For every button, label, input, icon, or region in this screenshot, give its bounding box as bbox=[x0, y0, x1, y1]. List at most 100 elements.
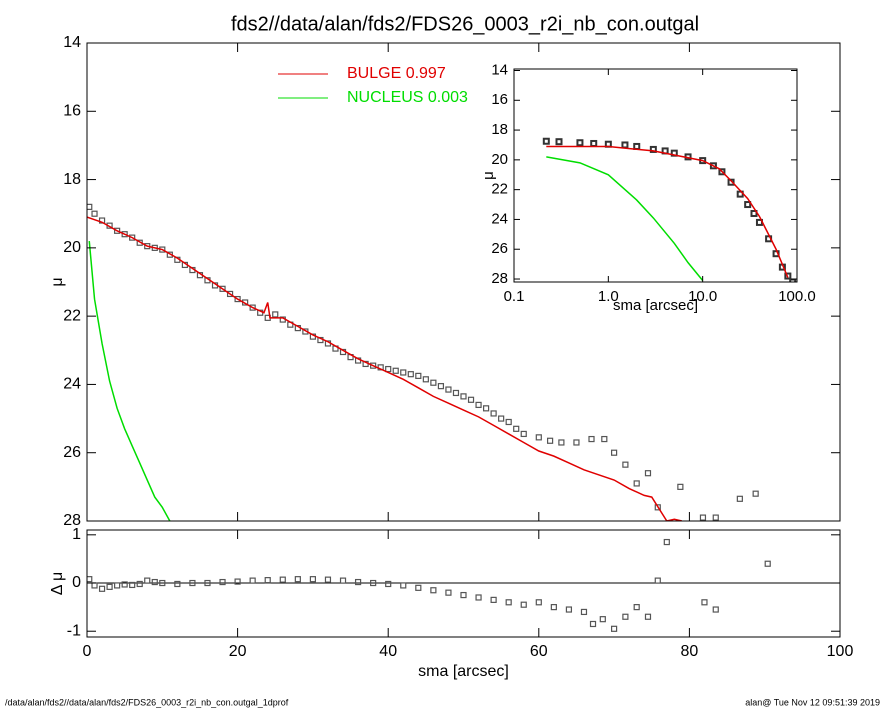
y-tick-label: 24 bbox=[491, 210, 508, 227]
y-tick-label: 0 bbox=[72, 574, 81, 591]
data-point bbox=[151, 578, 158, 586]
data-point bbox=[535, 434, 542, 441]
data-point bbox=[576, 139, 584, 147]
data-point bbox=[712, 606, 719, 613]
data-point bbox=[599, 616, 606, 623]
data-point bbox=[129, 581, 136, 589]
data-point bbox=[422, 376, 429, 383]
y-tick-label: 14 bbox=[63, 34, 81, 51]
data-point bbox=[649, 145, 657, 153]
data-point bbox=[573, 439, 580, 446]
data-point bbox=[513, 425, 520, 432]
data-point bbox=[520, 430, 527, 438]
data-point bbox=[542, 137, 550, 145]
data-point bbox=[644, 613, 652, 620]
data-point bbox=[445, 589, 452, 596]
data-point bbox=[121, 231, 128, 238]
data-point bbox=[475, 594, 482, 601]
series-line bbox=[546, 156, 704, 281]
data-point bbox=[744, 201, 752, 209]
data-point bbox=[709, 162, 717, 170]
data-point bbox=[505, 599, 512, 606]
y-axis-label: μ bbox=[49, 277, 66, 286]
data-point bbox=[144, 577, 151, 584]
axes-frame bbox=[86, 42, 841, 522]
y-tick-label: 14 bbox=[491, 61, 508, 78]
data-point bbox=[264, 577, 271, 584]
data-point bbox=[535, 599, 542, 606]
data-point bbox=[415, 584, 422, 591]
data-point bbox=[555, 138, 563, 146]
data-point bbox=[234, 295, 241, 303]
data-point bbox=[445, 386, 452, 393]
data-point bbox=[294, 576, 301, 583]
x-tick-label: 0.1 bbox=[504, 288, 525, 305]
data-point bbox=[226, 290, 234, 298]
footer-left: /data/alan/fds2//data/alan/fds2/FDS26_00… bbox=[5, 697, 289, 707]
y-tick-label: 18 bbox=[491, 121, 508, 138]
data-point bbox=[701, 599, 708, 606]
data-point bbox=[784, 272, 792, 280]
data-point bbox=[633, 480, 640, 487]
y-tick-label: 16 bbox=[63, 103, 81, 120]
data-point bbox=[654, 577, 661, 584]
x-tick-label: 100.0 bbox=[778, 288, 816, 305]
data-point bbox=[437, 383, 445, 390]
data-point bbox=[91, 210, 98, 217]
data-point bbox=[588, 435, 595, 443]
x-tick-label: 60 bbox=[530, 643, 548, 660]
data-point bbox=[610, 625, 618, 632]
data-point bbox=[400, 582, 407, 589]
plot-layer bbox=[87, 203, 759, 521]
data-point bbox=[121, 581, 128, 588]
data-point bbox=[309, 576, 316, 583]
data-point bbox=[490, 596, 497, 603]
data-point bbox=[663, 538, 670, 546]
y-tick-label: 26 bbox=[491, 240, 508, 257]
y-tick-label: 22 bbox=[491, 181, 508, 198]
data-point bbox=[106, 583, 113, 590]
data-point bbox=[460, 591, 467, 599]
series-line bbox=[88, 240, 171, 521]
data-point bbox=[129, 234, 136, 241]
data-point bbox=[490, 410, 497, 417]
legend-label: BULGE 0.997 bbox=[347, 65, 446, 82]
data-point bbox=[610, 449, 618, 456]
data-point bbox=[644, 470, 652, 477]
data-point bbox=[354, 578, 362, 586]
x-tick-label: 10.0 bbox=[688, 288, 717, 305]
data-point bbox=[114, 582, 121, 589]
data-point bbox=[114, 227, 121, 234]
x-tick-label: 1.0 bbox=[598, 288, 619, 305]
data-point bbox=[159, 579, 166, 587]
data-point bbox=[633, 604, 640, 611]
data-point bbox=[467, 396, 475, 403]
x-tick-label: 0 bbox=[83, 643, 92, 660]
legend-label: NUCLEUS 0.003 bbox=[347, 89, 468, 106]
data-point bbox=[580, 608, 588, 616]
data-point bbox=[385, 365, 392, 373]
plot-area bbox=[514, 69, 797, 282]
y-tick-label: 28 bbox=[63, 512, 81, 529]
chart-title: fds2//data/alan/fds2/FDS26_0003_r2i_nb_c… bbox=[231, 13, 699, 35]
x-tick-label: 40 bbox=[379, 643, 397, 660]
data-point bbox=[136, 580, 143, 588]
data-point bbox=[601, 435, 608, 443]
y-tick-label: 20 bbox=[491, 151, 508, 168]
data-point bbox=[249, 577, 256, 584]
data-point bbox=[370, 362, 377, 369]
x-tick-label: 20 bbox=[229, 643, 247, 660]
x-tick-label: 100 bbox=[827, 643, 854, 660]
data-point bbox=[475, 401, 482, 409]
data-point bbox=[370, 579, 377, 587]
data-point bbox=[272, 311, 279, 318]
series-line bbox=[546, 145, 789, 278]
data-point bbox=[750, 209, 758, 217]
data-point bbox=[718, 168, 726, 176]
data-point bbox=[87, 203, 93, 210]
data-point bbox=[558, 439, 565, 446]
data-point bbox=[430, 587, 437, 594]
data-point bbox=[219, 578, 226, 586]
